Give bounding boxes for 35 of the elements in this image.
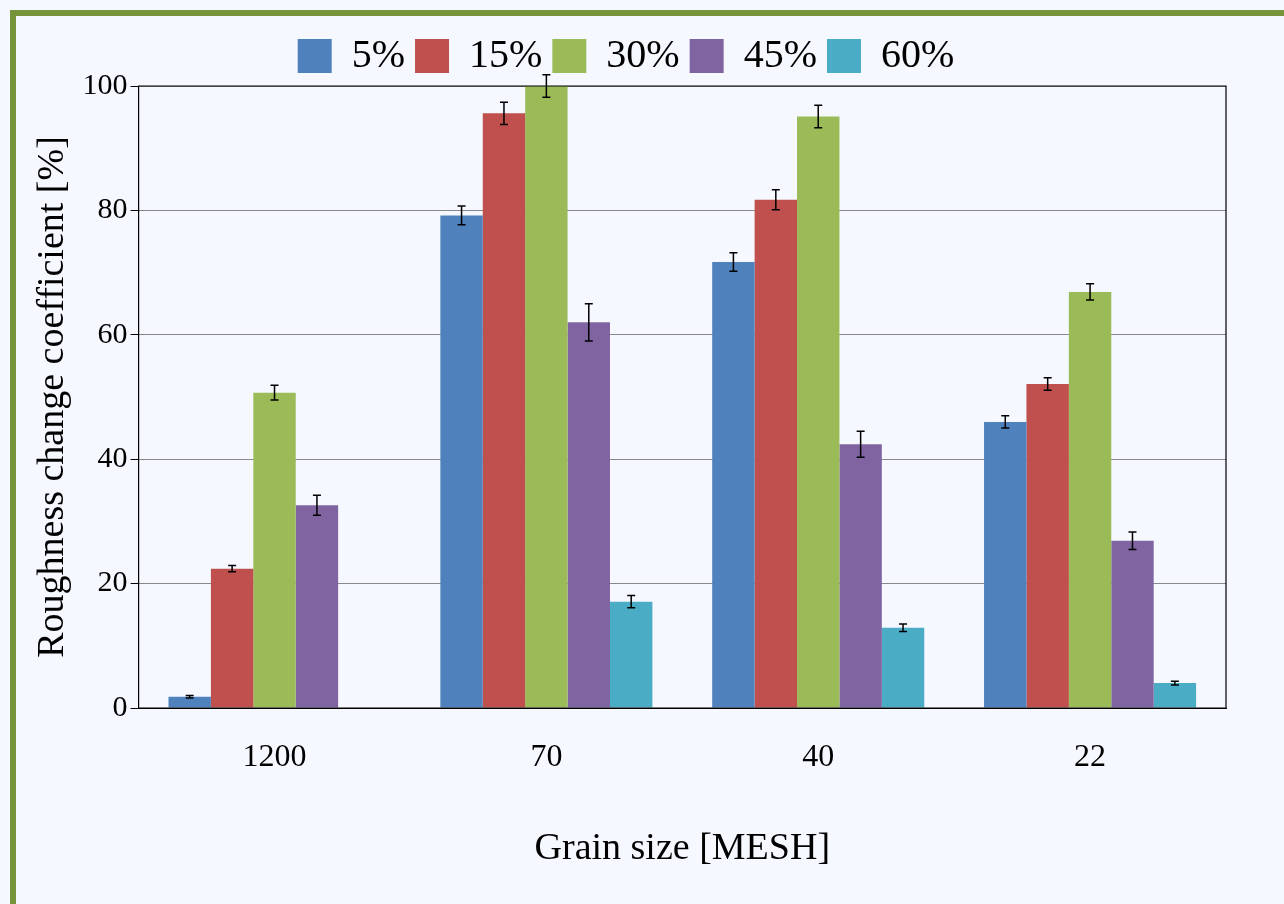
bar	[881, 627, 925, 708]
bar	[1026, 383, 1069, 708]
bar	[712, 262, 755, 708]
bar	[984, 421, 1027, 708]
x-tick-label: 1200	[242, 736, 307, 773]
bar	[482, 113, 526, 708]
bar	[1111, 540, 1154, 708]
legend-label: 60%	[880, 30, 955, 76]
bar	[525, 86, 568, 708]
bar	[210, 568, 254, 708]
y-tick-label: 20	[97, 564, 128, 598]
y-tick-label: 80	[97, 191, 128, 225]
bar	[1068, 291, 1112, 708]
bar	[253, 392, 296, 708]
bar	[567, 322, 610, 708]
legend-label: 5%	[351, 30, 406, 76]
y-tick-label: 100	[82, 66, 128, 100]
bar	[1153, 683, 1197, 708]
x-axis-title: Grain size [MESH]	[534, 825, 831, 868]
y-tick-label: 60	[97, 315, 128, 349]
legend-label: 45%	[743, 30, 817, 76]
y-axis-title: Roughness change coefficient [%]	[28, 136, 71, 658]
bar	[839, 444, 882, 708]
bar	[754, 199, 798, 708]
y-tick-label: 40	[97, 440, 128, 474]
bar	[797, 116, 840, 708]
x-tick-label: 40	[802, 736, 835, 773]
x-tick-label: 22	[1074, 736, 1107, 773]
bar	[295, 505, 339, 708]
legend-label: 30%	[606, 30, 680, 76]
bar	[609, 601, 653, 708]
bar	[440, 215, 483, 708]
y-tick-label: 0	[112, 688, 128, 722]
x-tick-label: 70	[530, 736, 563, 773]
legend-label: 15%	[469, 30, 543, 76]
